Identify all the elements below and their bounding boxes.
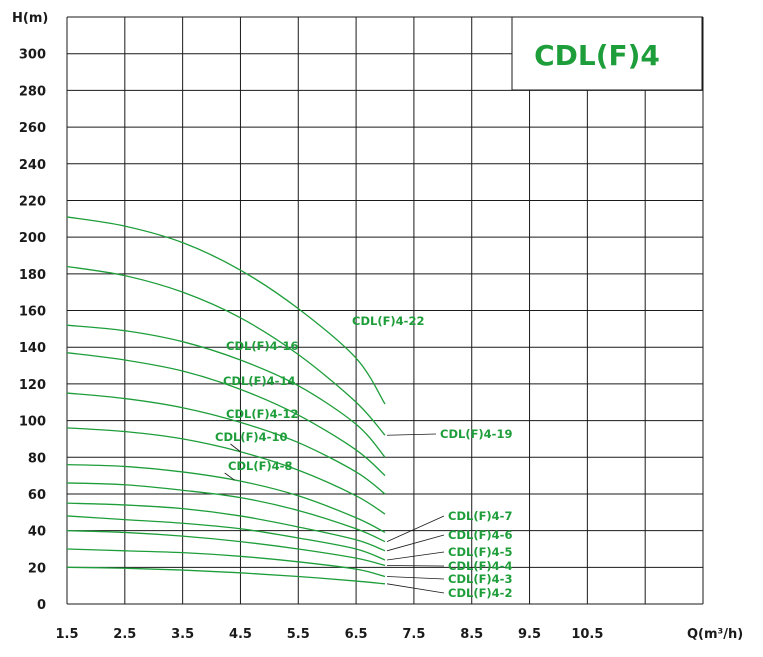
series-label: CDL(F)4-7 — [448, 509, 512, 523]
series-line-CDL(F)4-6 — [66, 502, 386, 552]
x-tick-label: 10.5 — [571, 627, 603, 642]
x-axis-title: Q(m³/h) — [687, 627, 743, 642]
series-label: CDL(F)4-14 — [223, 374, 295, 388]
series-line-CDL(F)4-10 — [66, 427, 386, 515]
series-label: CDL(F)4-6 — [448, 528, 512, 542]
leader-line — [224, 472, 235, 481]
leader-line — [386, 433, 437, 436]
x-tick-label: 6.5 — [345, 627, 368, 642]
leader-line — [386, 576, 445, 580]
series-label: CDL(F)4-8 — [228, 459, 292, 473]
series-label: CDL(F)4-4 — [448, 559, 512, 573]
y-tick-label: 260 — [19, 121, 46, 136]
x-tick-label: 4.5 — [229, 627, 252, 642]
chart-title: CDL(F)4 — [534, 39, 660, 72]
grid — [66, 16, 704, 605]
x-tick-label: 8.5 — [460, 627, 483, 642]
y-axis-title: H(m) — [12, 11, 48, 26]
series-label: CDL(F)4-22 — [352, 314, 424, 328]
y-tick-label: 60 — [28, 488, 46, 503]
series-line-CDL(F)4-14 — [66, 352, 386, 477]
series-line-CDL(F)4-16 — [66, 324, 386, 458]
series-label: CDL(F)4-16 — [226, 339, 298, 353]
series-line-CDL(F)4-2 — [66, 566, 386, 585]
series-line-CDL(F)4-22 — [66, 216, 386, 405]
series-line-CDL(F)4-4 — [66, 529, 386, 567]
series-line-CDL(F)4-12 — [66, 392, 386, 495]
series-label: CDL(F)4-5 — [448, 545, 512, 559]
x-tick-label: 9.5 — [518, 627, 541, 642]
leader-line — [386, 565, 445, 567]
x-tick-label: 7.5 — [402, 627, 425, 642]
y-tick-label: 240 — [19, 158, 46, 173]
x-tick-label: 2.5 — [113, 627, 136, 642]
y-tick-label: 160 — [19, 305, 46, 320]
series-line-CDL(F)4-19 — [66, 265, 386, 436]
x-tick-label: 5.5 — [287, 627, 310, 642]
y-tick-label: 140 — [19, 341, 46, 356]
y-tick-label: 0 — [37, 598, 46, 613]
y-tick-label: 80 — [28, 451, 46, 466]
x-tick-label: 1.5 — [55, 627, 78, 642]
y-tick-label: 120 — [19, 378, 46, 393]
leader-line — [386, 515, 445, 542]
leader-line — [230, 443, 241, 453]
tick-labels: 1.5 2.5 3.5 4.5 5.5 6.5 7.5 8.5 9.5 10.5 0 20 40 60 80… — [19, 48, 604, 642]
series-label: CDL(F)4-10 — [215, 430, 287, 444]
y-tick-label: 200 — [19, 231, 46, 246]
series-line-CDL(F)4-3 — [66, 548, 386, 578]
series-label: CDL(F)4-3 — [448, 572, 512, 586]
series-label: CDL(F)4-19 — [440, 427, 512, 441]
leader-line — [386, 583, 445, 594]
y-tick-label: 40 — [28, 525, 46, 540]
series-line-CDL(F)4-8 — [66, 463, 386, 534]
y-tick-label: 20 — [28, 561, 46, 576]
series-label: CDL(F)4-2 — [448, 586, 512, 600]
y-tick-label: 100 — [19, 415, 46, 430]
x-tick-label: 3.5 — [171, 627, 194, 642]
y-tick-label: 180 — [19, 268, 46, 283]
title-box — [511, 16, 703, 91]
leader-line — [386, 534, 445, 552]
leader-line — [386, 551, 445, 561]
y-tick-label: 220 — [19, 194, 46, 209]
y-tick-label: 300 — [19, 48, 46, 63]
y-tick-label: 280 — [19, 84, 46, 99]
series-label: CDL(F)4-12 — [226, 407, 298, 421]
series-line-CDL(F)4-7 — [66, 482, 386, 543]
series-line-CDL(F)4-5 — [66, 515, 386, 561]
curve-labels: CDL(F)4-22 CDL(F)4-19 CDL(F)4-16 CDL(F)4-14… — [215, 314, 512, 600]
curves — [66, 216, 386, 585]
